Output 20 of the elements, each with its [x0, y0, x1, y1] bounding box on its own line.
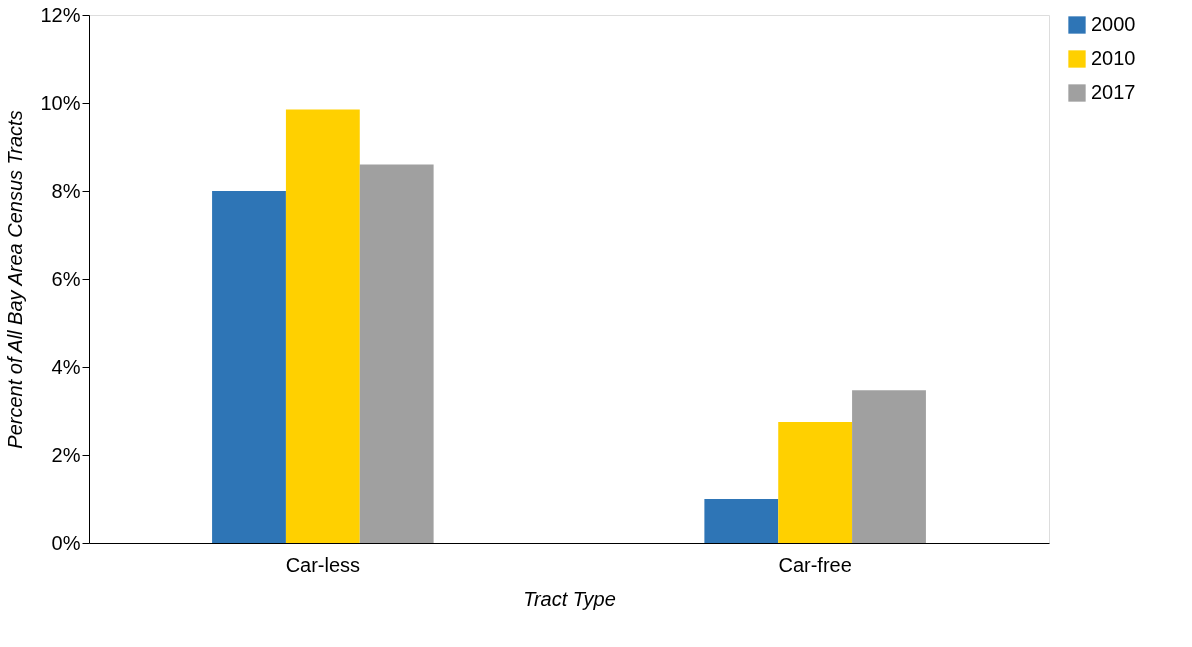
bar [852, 390, 926, 543]
y-tick-label: 0% [51, 531, 81, 554]
bar [212, 191, 286, 543]
bar [778, 422, 853, 543]
x-axis-title: Tract Type [523, 587, 616, 610]
bar [285, 109, 360, 543]
y-tick-label: 8% [51, 179, 81, 202]
x-tick-label: Car-free [778, 553, 852, 576]
y-tick-label: 6% [51, 267, 81, 290]
y-tick-label: 12% [40, 3, 81, 26]
y-axis-title: Percent of All Bay Area Census Tracts [4, 110, 27, 449]
y-tick-label: 10% [40, 91, 81, 114]
legend-label: 2010 [1091, 47, 1136, 69]
legend-label: 2017 [1091, 81, 1136, 103]
y-tick-label: 4% [51, 355, 81, 378]
bar [359, 164, 434, 543]
y-tick-label: 2% [51, 443, 81, 466]
bar [704, 499, 779, 543]
legend-label: 2000 [1091, 13, 1136, 35]
x-tick-label: Car-less [285, 553, 361, 576]
